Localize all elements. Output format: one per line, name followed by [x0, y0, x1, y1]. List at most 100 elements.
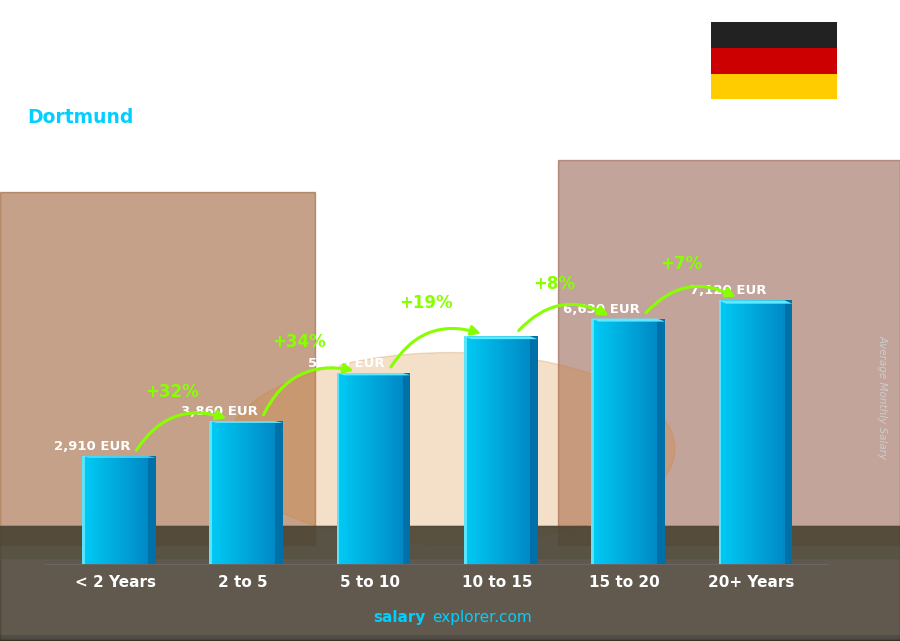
Bar [399, 373, 400, 564]
Bar [506, 337, 508, 564]
Bar [267, 421, 269, 564]
Bar [245, 421, 247, 564]
Bar [0, 637, 900, 640]
Bar [360, 373, 362, 564]
Bar [591, 319, 594, 564]
Bar [0, 638, 900, 641]
Bar [219, 421, 220, 564]
Bar [0, 638, 900, 641]
Bar [0, 636, 900, 639]
Text: Salary Comparison By Experience: Salary Comparison By Experience [27, 16, 578, 44]
Bar [0, 635, 900, 638]
Bar [518, 337, 519, 564]
Bar [0, 635, 900, 638]
Bar [0, 637, 900, 640]
Bar [106, 456, 107, 564]
Bar [107, 456, 108, 564]
Bar [272, 421, 273, 564]
Bar [711, 22, 837, 48]
Bar [147, 456, 149, 564]
Bar [0, 637, 900, 640]
Bar [0, 636, 900, 639]
Bar [720, 301, 721, 564]
Bar [0, 636, 900, 639]
Bar [0, 637, 900, 640]
Bar [511, 337, 513, 564]
Bar [0, 637, 900, 640]
Bar [634, 319, 636, 564]
Bar [758, 301, 760, 564]
Bar [353, 373, 354, 564]
Bar [0, 637, 900, 640]
Bar [135, 456, 136, 564]
Bar [514, 337, 516, 564]
Bar [0, 636, 900, 639]
Bar [350, 373, 351, 564]
Bar [138, 456, 139, 564]
Bar [782, 301, 783, 564]
Polygon shape [530, 337, 537, 564]
Bar [777, 301, 778, 564]
Bar [0, 635, 900, 638]
Bar [599, 319, 600, 564]
Bar [0, 637, 900, 640]
Bar [0, 635, 900, 638]
Bar [609, 319, 611, 564]
Bar [209, 421, 211, 564]
Bar [472, 337, 473, 564]
Bar [115, 456, 116, 564]
Bar [0, 637, 900, 640]
Bar [465, 337, 466, 564]
Bar [0, 636, 900, 639]
Bar [0, 636, 900, 639]
Bar [0, 637, 900, 640]
Bar [0, 637, 900, 640]
Bar [0, 637, 900, 640]
Bar [0, 638, 900, 641]
Bar [0, 636, 900, 639]
Bar [390, 373, 391, 564]
Bar [0, 635, 900, 638]
Bar [0, 636, 900, 639]
Bar [0, 637, 900, 640]
Bar [725, 301, 726, 564]
Bar [637, 319, 639, 564]
Bar [645, 319, 647, 564]
Bar [740, 301, 741, 564]
Bar [0, 637, 900, 640]
Bar [0, 637, 900, 640]
Bar [213, 421, 214, 564]
Bar [237, 421, 239, 564]
Bar [0, 635, 900, 638]
Bar [0, 637, 900, 640]
Bar [96, 456, 98, 564]
Bar [754, 301, 756, 564]
Bar [91, 456, 93, 564]
Bar [0, 635, 900, 638]
Bar [0, 637, 900, 640]
Bar [729, 301, 731, 564]
Bar [357, 373, 359, 564]
Bar [510, 337, 511, 564]
Bar [0, 635, 900, 638]
Bar [0, 637, 900, 640]
Bar [783, 301, 785, 564]
Bar [741, 301, 742, 564]
Bar [265, 421, 266, 564]
Bar [255, 421, 256, 564]
Bar [0, 637, 900, 640]
Bar [238, 421, 239, 564]
Bar [0, 638, 900, 641]
Bar [0, 637, 900, 640]
Bar [0, 636, 900, 639]
Bar [253, 421, 255, 564]
Bar [652, 319, 653, 564]
Bar [140, 456, 141, 564]
Bar [220, 421, 221, 564]
Bar [82, 456, 85, 564]
Bar [337, 373, 339, 564]
Bar [273, 421, 274, 564]
Bar [748, 301, 749, 564]
Bar [123, 456, 124, 564]
Bar [379, 373, 381, 564]
